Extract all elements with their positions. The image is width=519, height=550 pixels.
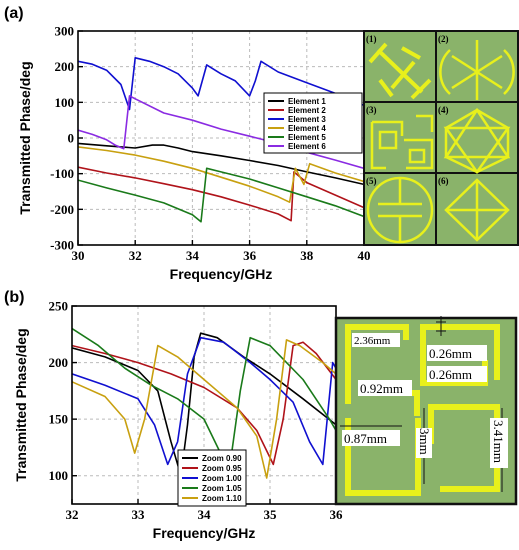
y-axis-title: Transmitted Phase/deg bbox=[13, 328, 29, 481]
series-line bbox=[72, 339, 336, 479]
legend-label: Zoom 0.90 bbox=[202, 454, 242, 463]
series-line bbox=[78, 56, 364, 111]
inset-cell-label: (6) bbox=[438, 176, 449, 186]
chart-b: 32 33 34 35 36 100 150 200 250 Frequency/GHz Trans… bbox=[13, 299, 343, 542]
legend-label: Element 4 bbox=[288, 124, 326, 133]
dim-box bbox=[427, 366, 487, 382]
dim-box bbox=[490, 418, 508, 468]
inset-cell-label: (3) bbox=[366, 105, 377, 115]
dim-0-26mm-second: 0.26mm bbox=[429, 367, 472, 382]
series-line bbox=[72, 332, 336, 477]
panel-a-label: (a) bbox=[4, 5, 24, 22]
dim-box bbox=[358, 380, 412, 396]
y-tick-label: 300 bbox=[55, 24, 75, 39]
dim-0-26mm: 0.26mm bbox=[429, 346, 472, 361]
element-4-pattern bbox=[443, 107, 511, 175]
x-tick-label: 35 bbox=[264, 507, 278, 522]
x-tick-label: 32 bbox=[129, 248, 142, 263]
dimension-inset: 2.36mm 0.26mm 0.26mm 0.92mm 0.87mm 3mm 3… bbox=[334, 316, 518, 506]
element-5-pattern bbox=[366, 176, 434, 244]
dim-box bbox=[352, 333, 400, 347]
inset-cell-label: (5) bbox=[366, 176, 377, 186]
legend-label: Element 1 bbox=[288, 97, 326, 106]
legend-label: Zoom 1.10 bbox=[202, 494, 242, 503]
legend-label: Element 2 bbox=[288, 106, 326, 115]
legend-label: Element 6 bbox=[288, 142, 326, 151]
y-tick-label: -300 bbox=[50, 238, 74, 253]
y-tick-label: 200 bbox=[49, 355, 69, 370]
dim-2-36mm: 2.36mm bbox=[354, 335, 391, 347]
dim-box bbox=[416, 428, 432, 458]
panel-b-label: (b) bbox=[4, 289, 24, 306]
x-axis-title: Frequency/GHz bbox=[153, 525, 256, 541]
dim-3mm: 3mm bbox=[417, 428, 432, 455]
element-3-pattern bbox=[370, 114, 434, 170]
x-tick-label: 32 bbox=[66, 507, 79, 522]
dim-0-87mm: 0.87mm bbox=[344, 431, 387, 446]
legend-label: Zoom 0.95 bbox=[202, 464, 242, 473]
dim-3-41mm: 3.41mm bbox=[491, 420, 506, 463]
legend-label: Element 5 bbox=[288, 133, 326, 142]
element-patterns-inset: (1) (2) (3) (4) (5) (6) bbox=[363, 30, 519, 246]
x-tick-label: 36 bbox=[330, 507, 344, 522]
y-tick-label: 250 bbox=[49, 299, 69, 314]
element-2-pattern bbox=[439, 40, 515, 100]
legend-box bbox=[263, 92, 363, 154]
x-tick-label: 40 bbox=[358, 248, 371, 263]
series-line bbox=[72, 341, 336, 466]
legend-label: Zoom 1.05 bbox=[202, 484, 242, 493]
x-tick-label: 34 bbox=[198, 507, 212, 522]
y-tick-label: -200 bbox=[50, 202, 74, 217]
legend-label: Zoom 1.00 bbox=[202, 474, 242, 483]
x-tick-label: 38 bbox=[300, 248, 314, 263]
y-tick-label: 200 bbox=[55, 59, 75, 74]
legend-label: Element 3 bbox=[288, 115, 326, 124]
y-axis-title: Transmitted Phase/deg bbox=[17, 61, 33, 214]
y-tick-label: 100 bbox=[49, 468, 69, 483]
y-tick-label: 0 bbox=[68, 131, 75, 146]
y-tick-label: -100 bbox=[50, 166, 74, 181]
x-tick-label: 36 bbox=[243, 248, 257, 263]
x-tick-label: 30 bbox=[72, 248, 85, 263]
dim-box bbox=[342, 430, 400, 446]
inset-cell-label: (2) bbox=[438, 34, 449, 44]
element-6-pattern bbox=[444, 178, 510, 242]
x-axis-title: Frequency/GHz bbox=[170, 266, 273, 282]
element-1-pattern bbox=[368, 42, 432, 100]
y-tick-label: 150 bbox=[49, 412, 69, 427]
x-tick-label: 34 bbox=[186, 248, 200, 263]
x-tick-label: 33 bbox=[132, 507, 146, 522]
dim-box bbox=[427, 345, 487, 361]
series-line bbox=[78, 166, 364, 222]
series-line bbox=[78, 146, 364, 203]
y-tick-label: 100 bbox=[55, 95, 75, 110]
inset-cell-label: (4) bbox=[438, 105, 449, 115]
chart-a: 30 32 34 36 38 40 -300 -200 -100 0 100 200 300 Freque… bbox=[17, 24, 371, 283]
dim-0-92mm: 0.92mm bbox=[360, 381, 403, 396]
series-line bbox=[78, 167, 364, 223]
inset-cell-label: (1) bbox=[366, 34, 377, 44]
